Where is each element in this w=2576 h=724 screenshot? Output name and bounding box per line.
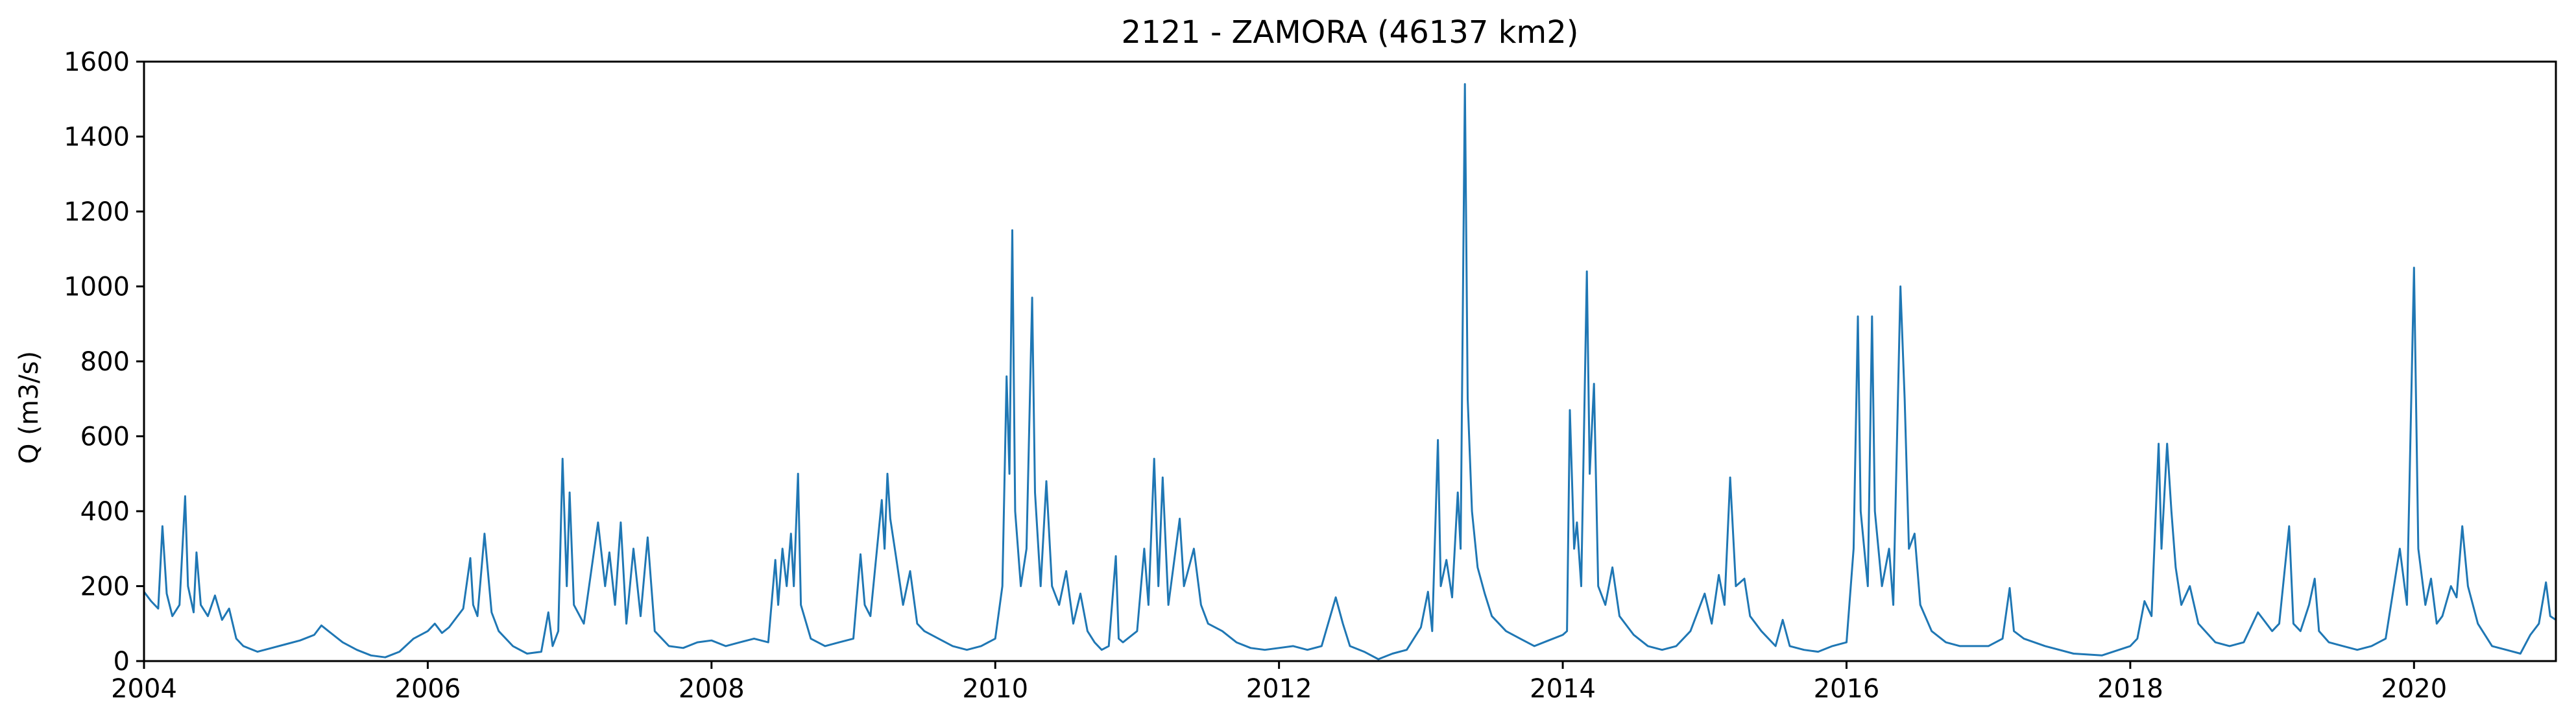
x-tick-label: 2008 <box>679 674 745 704</box>
x-tick-label: 2020 <box>2381 674 2447 704</box>
y-tick-label: 1200 <box>64 197 130 227</box>
x-tick-label: 2006 <box>395 674 461 704</box>
x-tick-label: 2014 <box>1530 674 1596 704</box>
x-tick-label: 2012 <box>1246 674 1312 704</box>
x-tick-label: 2004 <box>111 674 177 704</box>
x-axis-ticks: 2004 2006 2008 2010 2012 2014 2016 2018 2020 <box>111 661 2447 704</box>
y-tick-label: 1400 <box>64 123 130 152</box>
y-tick-label: 400 <box>80 497 130 527</box>
y-axis-ticks: 0 200 400 600 800 1000 1200 1400 1600 <box>64 47 144 677</box>
y-tick-label: 0 <box>114 647 130 677</box>
plot-frame <box>143 60 2557 662</box>
y-tick-label: 200 <box>80 572 130 602</box>
y-tick-label: 800 <box>80 347 130 377</box>
x-tick-label: 2018 <box>2097 674 2163 704</box>
x-tick-label: 2010 <box>962 674 1028 704</box>
chart-title: 2121 - ZAMORA (46137 km2) <box>1122 14 1579 51</box>
y-tick-label: 1000 <box>64 272 130 302</box>
y-tick-label: 600 <box>80 422 130 452</box>
x-tick-label: 2016 <box>1814 674 1880 704</box>
series-layer <box>143 83 2557 660</box>
y-axis-label: Q (m3/s) <box>14 351 44 464</box>
series-line-0 <box>143 83 2557 660</box>
y-tick-label: 1600 <box>64 47 130 77</box>
